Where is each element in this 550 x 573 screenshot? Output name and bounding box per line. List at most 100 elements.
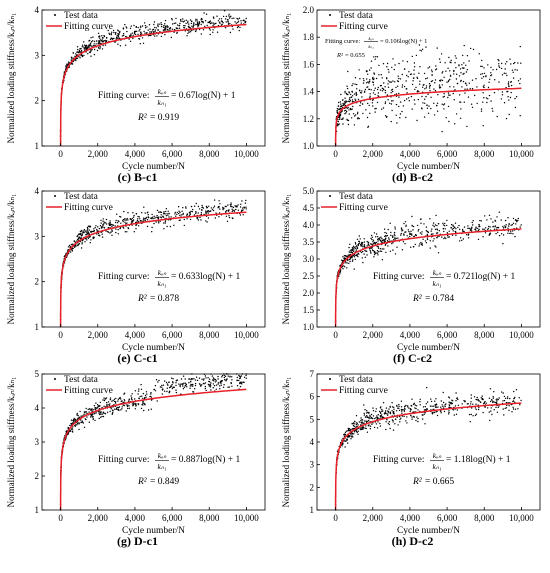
data-point: [67, 61, 70, 63]
data-point: [108, 32, 110, 34]
data-point: [472, 220, 474, 222]
data-point: [123, 34, 125, 37]
data-point: [364, 409, 366, 411]
data-point: [98, 35, 101, 37]
data-point: [444, 228, 446, 230]
x-tick-label: 8,000: [474, 513, 495, 523]
data-point: [353, 247, 355, 249]
data-point: [339, 117, 341, 119]
data-point: [362, 78, 365, 80]
x-tick-label: 6,000: [437, 149, 458, 159]
data-point: [360, 245, 362, 247]
data-point: [403, 222, 405, 225]
data-point: [415, 86, 417, 89]
data-point: [183, 218, 185, 221]
data-point: [196, 216, 198, 219]
data-point: [218, 385, 221, 387]
data-point: [379, 89, 382, 91]
data-point: [370, 60, 373, 62]
data-point: [95, 40, 98, 42]
data-point: [504, 68, 506, 70]
data-point: [492, 397, 494, 399]
data-point: [435, 406, 438, 408]
data-point: [427, 67, 429, 69]
data-point: [157, 381, 159, 383]
data-point: [354, 258, 356, 261]
data-point: [508, 409, 510, 412]
data-point: [368, 69, 371, 71]
data-point: [375, 233, 378, 235]
data-point: [418, 245, 420, 247]
data-point: [243, 207, 246, 209]
data-point: [97, 32, 100, 34]
data-point: [464, 88, 466, 90]
data-point: [347, 430, 349, 432]
legend-marker-test-data: [329, 14, 331, 16]
data-point: [368, 412, 370, 414]
data-point: [461, 86, 463, 88]
data-point: [188, 214, 191, 216]
data-point: [126, 30, 128, 33]
data-point: [124, 218, 126, 220]
data-point: [399, 421, 401, 423]
data-point: [413, 62, 416, 64]
data-point: [467, 96, 470, 98]
data-point: [209, 386, 212, 388]
data-point: [456, 397, 458, 399]
data-point: [166, 390, 168, 393]
data-point: [355, 426, 357, 428]
data-point: [137, 218, 139, 220]
data-point: [501, 74, 504, 76]
data-point: [239, 385, 242, 388]
data-point: [176, 24, 179, 26]
data-point: [444, 62, 446, 64]
data-point: [406, 74, 408, 77]
data-point: [353, 256, 356, 258]
data-point: [228, 13, 230, 15]
data-point: [447, 96, 449, 99]
data-point: [508, 85, 510, 88]
data-point: [165, 208, 168, 210]
data-point: [395, 114, 397, 117]
x-tick-label: 8,000: [199, 149, 220, 159]
data-point: [478, 53, 480, 55]
data-point: [501, 62, 503, 65]
data-point: [91, 45, 93, 47]
data-point: [490, 100, 492, 102]
data-point: [80, 230, 82, 233]
data-point: [71, 243, 74, 245]
data-point: [109, 223, 112, 225]
data-point: [465, 71, 468, 73]
data-point: [142, 397, 144, 400]
data-point: [145, 217, 147, 220]
data-point: [466, 84, 468, 86]
data-point: [360, 417, 362, 419]
data-point: [93, 53, 96, 56]
data-point: [125, 410, 127, 412]
data-point: [81, 46, 84, 48]
data-point: [344, 90, 346, 93]
data-point: [381, 238, 383, 240]
fraction-numerator: kₒₙ: [433, 451, 442, 460]
data-point: [184, 25, 186, 27]
y-tick-label: 1.0: [303, 141, 315, 151]
data-point: [448, 406, 450, 409]
data-point: [387, 228, 389, 231]
data-point: [201, 21, 203, 23]
data-point: [189, 19, 192, 21]
data-point: [236, 385, 239, 387]
data-point: [111, 234, 113, 236]
data-point: [449, 78, 451, 81]
data-point: [127, 219, 129, 221]
data-point: [372, 410, 375, 412]
data-point: [104, 44, 107, 46]
data-point: [431, 228, 433, 230]
test-data-points: [334, 44, 522, 147]
data-point: [391, 66, 393, 69]
data-point: [99, 412, 102, 414]
data-point: [365, 425, 367, 427]
legend-marker-test-data: [54, 14, 56, 16]
data-point: [470, 394, 472, 396]
data-point: [363, 422, 365, 424]
data-point: [201, 18, 203, 20]
